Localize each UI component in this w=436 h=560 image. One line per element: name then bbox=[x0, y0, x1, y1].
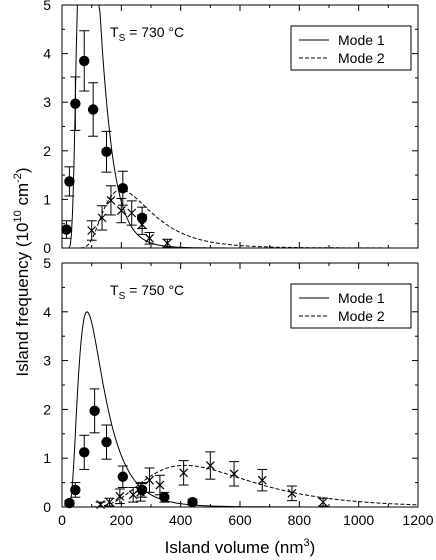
legend-mode2-label: Mode 2 bbox=[338, 50, 385, 66]
mode1-data-point bbox=[117, 471, 129, 482]
mode1-data-point bbox=[136, 212, 148, 224]
x-tick-label: 800 bbox=[288, 512, 312, 528]
x-axis-label-sup: 3 bbox=[304, 537, 310, 549]
mode1-data-point bbox=[159, 492, 170, 503]
mode2-data-point bbox=[127, 208, 137, 218]
legend-mode1-label: Mode 1 bbox=[338, 32, 385, 48]
mode1-data-point bbox=[64, 497, 75, 509]
x-tick-label: 1000 bbox=[343, 512, 374, 528]
x-tick-label: 1200 bbox=[402, 512, 433, 528]
mode2-data-point bbox=[145, 233, 154, 243]
legend-box bbox=[290, 283, 412, 329]
y-axis-label-mid: cm bbox=[13, 183, 32, 210]
panel-2: 0 200 400 600 800 1000 1200 0 1 2 3 4 5 TS = 750 °C Mo… bbox=[43, 255, 434, 528]
mode1-data-point bbox=[87, 104, 99, 115]
mode2-data-point bbox=[115, 491, 125, 501]
mode2-data-point bbox=[155, 480, 165, 490]
y-tick-label: 4 bbox=[43, 46, 51, 62]
x-tick-label: 200 bbox=[110, 512, 134, 528]
mode2-data-point bbox=[105, 497, 114, 507]
plot-frame bbox=[61, 4, 419, 249]
y-tick-label: 0 bbox=[43, 499, 51, 515]
mode1-data-point bbox=[101, 146, 112, 157]
x-axis-label-main: Island volume (nm bbox=[165, 538, 304, 557]
y-tick-label: 0 bbox=[43, 240, 51, 256]
mode2-data-point bbox=[257, 475, 267, 485]
mode1-data-point bbox=[101, 436, 112, 448]
x-axis-label-end: ) bbox=[310, 538, 316, 557]
mode1-data-point bbox=[70, 98, 81, 109]
y-axis-label-end: ) bbox=[13, 167, 32, 173]
mode2-data-point bbox=[179, 468, 189, 478]
mode1-data-point bbox=[70, 484, 81, 496]
y-tick-label: 2 bbox=[43, 143, 51, 159]
legend-mode2-label: Mode 2 bbox=[338, 308, 385, 324]
y-tick-label: 3 bbox=[43, 94, 51, 110]
mode1-data-point bbox=[79, 447, 90, 458]
y-tick-label: 4 bbox=[43, 304, 51, 320]
y-tick-label: 5 bbox=[43, 255, 51, 271]
panel-temperature-label: TS = 730 °C bbox=[110, 24, 184, 44]
mode2-data-point bbox=[318, 497, 328, 507]
mode2-fit-line bbox=[68, 464, 418, 508]
y-tick-label: 1 bbox=[43, 450, 51, 466]
y-axis-label-sup2: -2 bbox=[12, 173, 24, 183]
mode1-data-point bbox=[187, 496, 198, 508]
plot-frame bbox=[61, 262, 419, 508]
x-tick-label: 400 bbox=[169, 512, 193, 528]
y-tick-label: 2 bbox=[43, 401, 51, 417]
mode1-data-point bbox=[89, 405, 100, 417]
mode2-data-point bbox=[205, 461, 215, 470]
mode2-data-point bbox=[229, 469, 239, 479]
panel-temperature-label: TS = 750 °C bbox=[110, 282, 184, 302]
mode2-data-point bbox=[87, 226, 97, 235]
mode2-data-point bbox=[116, 206, 126, 216]
mode1-data-point bbox=[61, 224, 72, 235]
panel-1: 0 1 2 3 4 5 TS = 730 °C Mode 1 Mode 2 bbox=[43, 0, 419, 256]
mode2-data-point bbox=[97, 213, 107, 223]
mode1-data-point bbox=[117, 183, 129, 194]
x-tick-label: 0 bbox=[58, 512, 66, 528]
mode2-data-point bbox=[287, 488, 297, 498]
mode2-data-point bbox=[162, 238, 172, 248]
legend-mode1-label: Mode 1 bbox=[338, 290, 385, 306]
mode1-data-point bbox=[79, 55, 90, 67]
y-axis-label: Island frequency (1010 cm-2) bbox=[12, 167, 32, 376]
y-axis-label-sup: 10 bbox=[12, 210, 24, 222]
y-tick-label: 1 bbox=[43, 191, 51, 207]
y-tick-label: 5 bbox=[43, 0, 51, 13]
mode2-data-point bbox=[128, 490, 138, 500]
mode2-data-point bbox=[106, 195, 116, 205]
mode1-data-point bbox=[64, 176, 75, 187]
mode1-data-point bbox=[136, 484, 148, 496]
y-tick-label: 3 bbox=[43, 353, 51, 369]
y-axis-label-main: Island frequency (10 bbox=[13, 223, 32, 377]
x-axis-label: Island volume (nm3) bbox=[165, 537, 316, 557]
chart-panels: 0 1 2 3 4 5 TS = 730 °C Mode 1 Mode 2 0 200 400 600 8… bbox=[43, 0, 434, 528]
legend-box bbox=[290, 25, 412, 71]
x-tick-label: 600 bbox=[228, 512, 252, 528]
